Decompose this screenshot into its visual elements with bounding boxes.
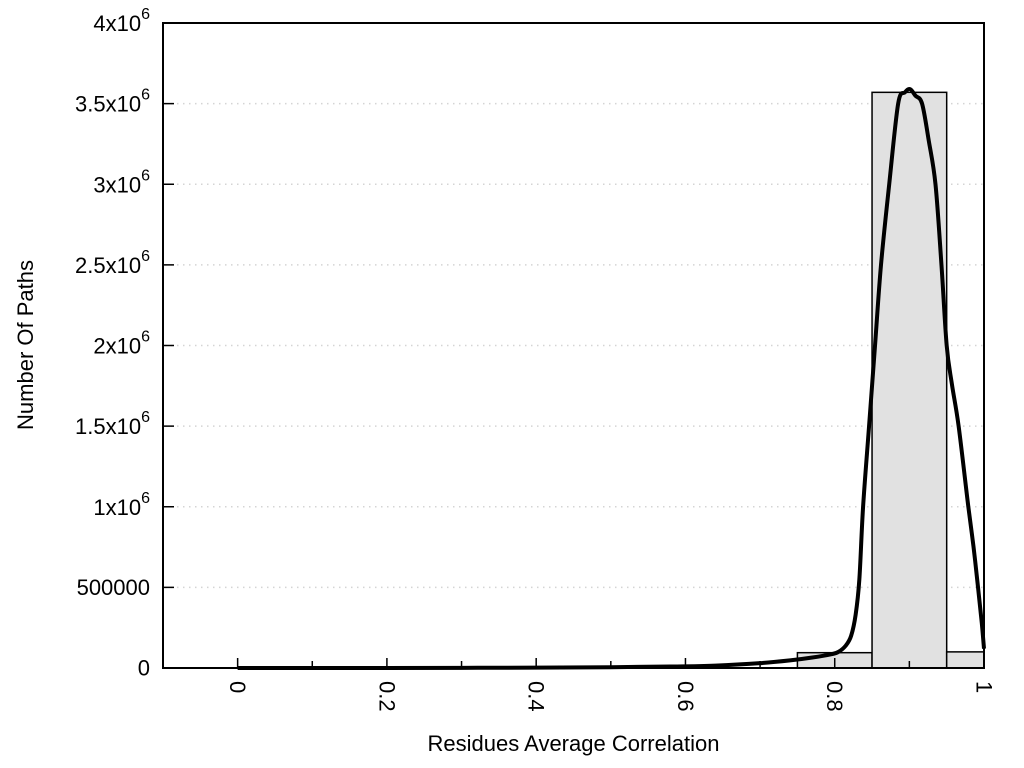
y-tick-label: 3.5x106 bbox=[75, 86, 150, 116]
y-axis-title: Number Of Paths bbox=[13, 260, 38, 430]
x-tick-label: 1 bbox=[972, 681, 997, 693]
x-tick-label: 0.4 bbox=[524, 681, 549, 712]
y-tick-label: 0 bbox=[138, 656, 150, 681]
y-tick-label: 1x106 bbox=[93, 489, 150, 519]
y-tick-label: 4x106 bbox=[93, 6, 150, 36]
y-tick-label: 2x106 bbox=[93, 328, 150, 358]
y-tick-label: 500000 bbox=[77, 575, 150, 600]
x-tick-label: 0.6 bbox=[673, 681, 698, 712]
x-tick-label: 0.2 bbox=[374, 681, 399, 712]
y-tick-label: 2.5x106 bbox=[75, 247, 150, 277]
plot-frame bbox=[162, 22, 985, 669]
histogram-bar bbox=[945, 651, 985, 669]
x-tick-label: 0.8 bbox=[822, 681, 847, 712]
y-tick-label: 3x106 bbox=[93, 167, 150, 197]
x-axis-title: Residues Average Correlation bbox=[427, 731, 720, 756]
x-tick-label: 0 bbox=[225, 681, 250, 693]
fit-curve bbox=[237, 87, 986, 671]
y-tick-label: 1.5x106 bbox=[75, 409, 150, 439]
